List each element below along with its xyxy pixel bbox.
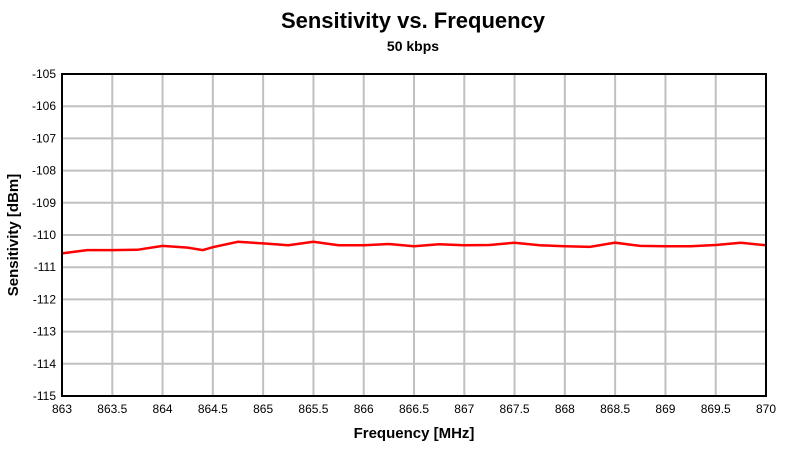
x-tick-label: 864.5 (198, 402, 228, 416)
x-tick-label: 865 (253, 402, 273, 416)
sensitivity-line (61, 240, 767, 255)
y-tick-label: -106 (32, 99, 56, 113)
y-tick-label: -111 (34, 260, 57, 274)
y-tick-label: -109 (32, 196, 56, 210)
x-tick-label: 868 (555, 402, 575, 416)
chart-title: Sensitivity vs. Frequency (280, 8, 546, 33)
y-tick-label: -110 (33, 228, 56, 242)
y-tick-label: -108 (32, 164, 56, 178)
x-tick-label: 863 (52, 402, 72, 416)
y-tick-label: -107 (32, 131, 56, 145)
x-tick-label: 870 (756, 402, 776, 416)
x-tick-label: 869 (655, 402, 675, 416)
x-tick-label: 863.5 (97, 402, 127, 416)
x-tick-label: 866.5 (399, 402, 429, 416)
plot-frame (61, 73, 767, 397)
chart-subtitle: 50 kbps (386, 38, 440, 54)
y-tick-label: -113 (33, 325, 56, 339)
y-tick-label: -105 (32, 67, 56, 81)
y-tick-label: -115 (33, 389, 56, 403)
x-tick-label: 865.5 (298, 402, 328, 416)
x-tick-label: 866 (354, 402, 374, 416)
x-tick-label: 867 (454, 402, 474, 416)
x-tick-label: 864 (153, 402, 173, 416)
y-tick-label: -114 (33, 357, 56, 371)
x-axis-label: Frequency [MHz] (354, 425, 475, 442)
x-tick-label: 868.5 (600, 402, 630, 416)
y-tick-label: -112 (33, 292, 56, 306)
x-tick-label: 867.5 (500, 402, 530, 416)
x-tick-label: 869.5 (701, 402, 731, 416)
y-axis-label: Sensitivity [dBm] (5, 174, 22, 297)
